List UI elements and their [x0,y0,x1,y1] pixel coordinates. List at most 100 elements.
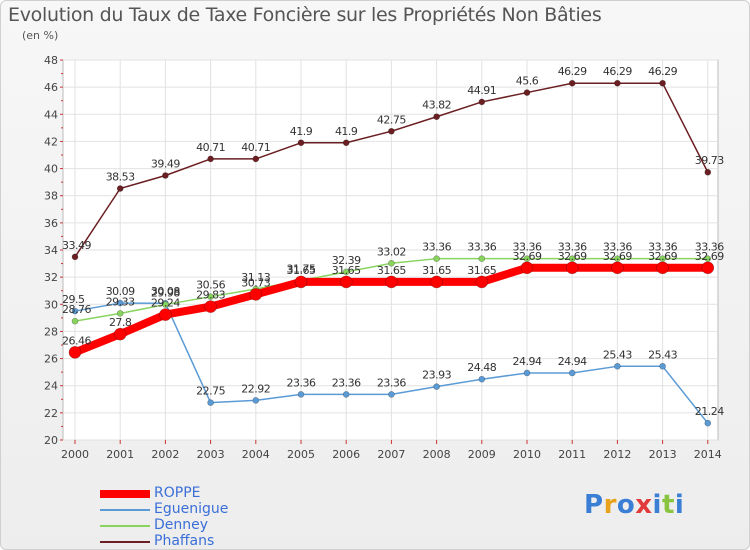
legend-label: Eguenigue [154,501,229,517]
data-point-denney [388,259,395,267]
legend-label: ROPPE [154,485,201,501]
data-point-eguenigue [71,307,79,315]
data-label-eguenigue: 24.94 [513,355,542,368]
data-label-phaffans: 39.49 [151,157,180,170]
y-tick-label: 44 [44,108,58,121]
data-point-roppe [430,275,443,289]
data-point-roppe [565,261,579,275]
data-point-eguenigue [388,391,395,398]
data-point-denney [568,255,576,262]
data-label-roppe: 32.69 [695,250,724,263]
data-label-roppe: 29.83 [196,289,225,302]
data-label-denney: 33.36 [603,241,632,254]
data-point-phaffans [433,113,440,121]
data-point-denney [71,317,79,325]
data-label-phaffans: 44.91 [467,84,496,97]
data-label-roppe: 31.65 [422,264,451,277]
x-tick-label: 2008 [423,448,451,461]
data-point-phaffans [568,79,576,87]
data-point-denney [478,255,486,262]
data-point-eguenigue [704,419,712,427]
data-label-phaffans: 40.71 [196,141,225,154]
data-point-phaffans [342,139,350,147]
y-tick-label: 24 [44,380,58,393]
data-label-roppe: 32.69 [558,250,587,263]
data-point-roppe [520,261,534,275]
data-label-eguenigue: 30.09 [106,285,135,298]
chart-subtitle: (en %) [22,29,59,42]
x-tick-label: 2006 [332,448,360,461]
data-label-denney: 33.36 [695,241,724,254]
data-label-denney: 29.98 [151,287,180,300]
data-point-phaffans [252,155,260,163]
data-point-denney [614,255,621,262]
data-label-denney: 31.13 [241,271,270,284]
data-label-roppe: 31.65 [377,264,406,277]
data-point-roppe [204,300,217,313]
data-label-roppe: 31.65 [467,264,496,277]
data-label-eguenigue: 23.93 [422,369,451,382]
data-point-eguenigue [252,397,260,404]
proxiti-logo: Proxiti [584,490,684,520]
data-point-roppe [339,275,353,289]
legend-swatch [100,541,150,543]
y-tick-label: 36 [44,217,58,230]
data-label-roppe: 32.69 [603,250,632,263]
data-point-roppe [68,346,82,359]
data-label-denney: 29.33 [106,295,135,308]
legend-label: Phaffans [154,533,215,549]
data-point-eguenigue [568,369,576,377]
data-point-roppe [159,308,172,321]
data-point-denney [207,293,214,300]
y-tick-label: 48 [44,54,58,67]
data-label-denney: 33.02 [377,245,406,258]
x-tick-label: 2003 [197,448,225,461]
data-label-phaffans: 38.53 [106,171,135,184]
data-point-phaffans [478,98,486,106]
x-tick-label: 2007 [377,448,405,461]
data-label-denney: 33.36 [422,241,451,254]
data-point-roppe [385,275,398,289]
data-point-denney [523,255,531,262]
data-point-denney [433,255,440,262]
logo-letter: P [584,490,604,520]
data-point-phaffans [207,155,214,163]
data-label-denney: 33.36 [467,241,496,254]
data-point-eguenigue [433,383,440,390]
data-label-denney: 33.36 [513,241,542,254]
data-point-roppe [701,261,715,275]
data-label-phaffans: 45.6 [516,75,539,88]
y-tick-label: 34 [44,244,58,257]
logo-letter: t [661,490,675,520]
data-point-eguenigue [614,363,621,370]
data-point-phaffans [116,185,124,192]
data-point-phaffans [162,172,169,179]
y-tick-label: 22 [44,407,58,420]
data-label-denney: 32.39 [332,254,361,267]
data-point-denney [342,268,350,276]
y-tick-label: 38 [44,190,58,203]
x-tick-label: 2002 [151,448,179,461]
data-point-phaffans [614,79,621,87]
x-tick-label: 2005 [287,448,315,461]
y-tick-label: 40 [44,163,58,176]
logo-letter: o [616,490,636,520]
x-tick-label: 2000 [61,448,89,461]
logo-letter: i [674,490,685,520]
data-label-phaffans: 40.71 [241,141,270,154]
data-point-phaffans [297,139,305,147]
y-tick-label: 20 [44,434,58,447]
data-label-denney: 30.56 [196,279,225,292]
x-tick-label: 2012 [603,448,631,461]
x-tick-label: 2014 [694,448,722,461]
data-point-phaffans [659,79,666,87]
y-tick-label: 28 [44,325,58,338]
data-point-eguenigue [659,363,666,370]
data-label-phaffans: 41.9 [335,125,358,138]
data-point-eguenigue [297,391,305,398]
data-point-phaffans [704,168,712,176]
data-label-eguenigue: 23.36 [287,376,316,389]
data-label-phaffans: 33.49 [62,239,91,252]
data-label-roppe: 27.8 [109,316,132,329]
